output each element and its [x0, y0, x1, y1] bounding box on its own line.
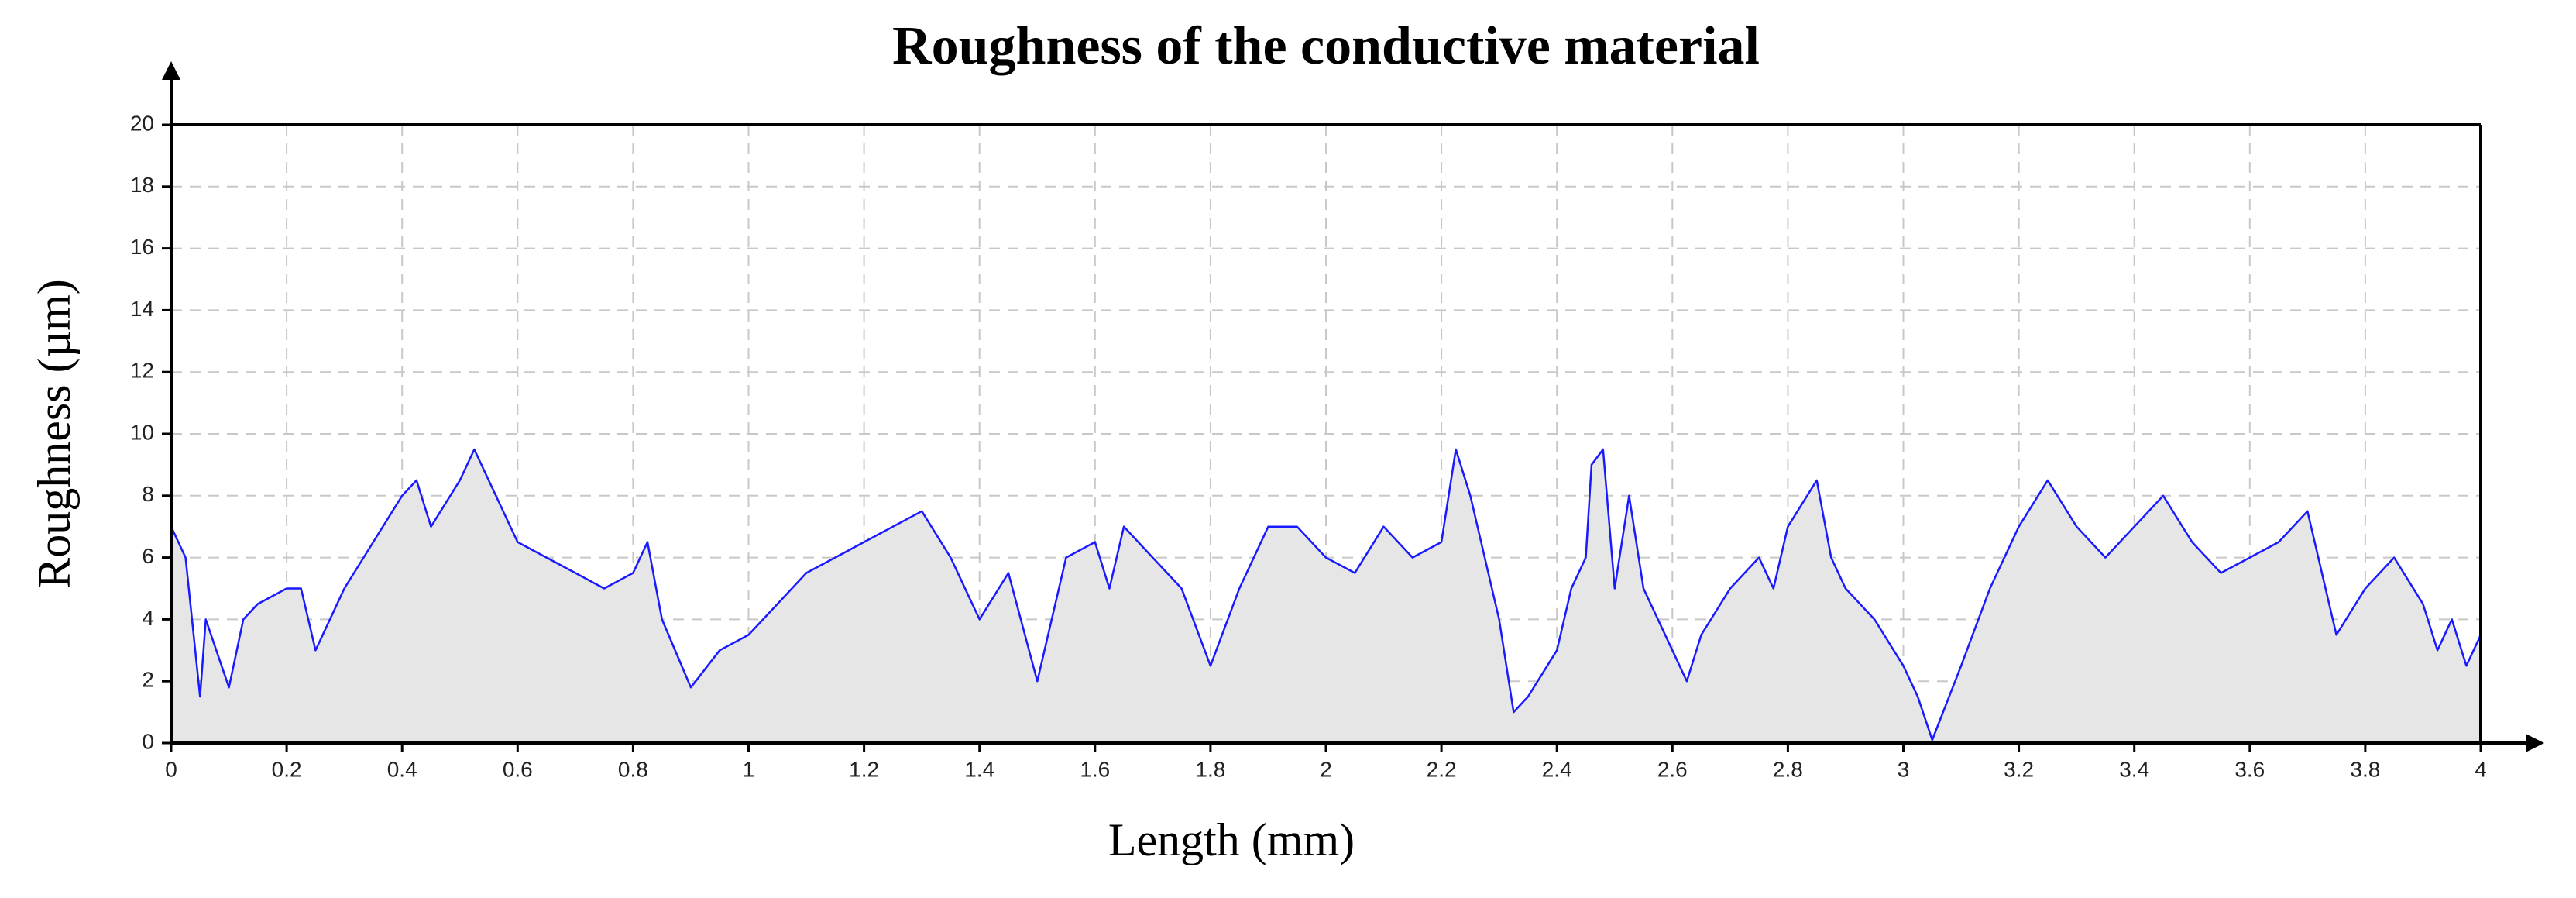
- series-line: [170, 448, 2482, 741]
- x-tick-label: 1: [743, 757, 755, 781]
- x-tick-label: 1.4: [964, 757, 994, 781]
- y-tick-label: 8: [142, 482, 154, 506]
- y-tick-label: 16: [130, 235, 154, 259]
- axes: 0 2 4 6 8 10 12 14 16 18 20 0 0.2 0.4 0.6 0.8 1 1.2 1.4 1.6…: [130, 61, 2544, 781]
- x-tick-label: 0.8: [618, 757, 648, 781]
- x-tick-label: 2.2: [1427, 757, 1457, 781]
- y-tick-label: 20: [130, 111, 154, 135]
- x-tick-label: 2.8: [1773, 757, 1803, 781]
- y-tick-label: 18: [130, 173, 154, 197]
- y-tick-label: 12: [130, 359, 154, 383]
- y-axis-label: Roughness (µm): [29, 279, 80, 589]
- x-tick-label: 0: [165, 757, 177, 781]
- x-tick-label: 4: [2475, 757, 2487, 781]
- x-tick-label: 3: [1898, 757, 1910, 781]
- x-tick-label: 3.6: [2234, 757, 2265, 781]
- y-tick-label: 0: [142, 729, 154, 753]
- x-tick-label: 3.2: [2004, 757, 2034, 781]
- x-tick-label: 3.8: [2350, 757, 2380, 781]
- x-tick-label: 2.4: [1542, 757, 1572, 781]
- area-fill: [171, 449, 2481, 743]
- x-tick-label: 1.6: [1080, 757, 1110, 781]
- chart-title: Roughness of the conductive material: [892, 16, 1760, 76]
- x-tick-label: 3.4: [2119, 757, 2149, 781]
- plot-area: [170, 448, 2482, 743]
- y-tick-label: 6: [142, 544, 154, 568]
- x-axis-label: Length (mm): [1108, 814, 1355, 865]
- x-tick-label: 2.6: [1657, 757, 1688, 781]
- y-tick-label: 10: [130, 420, 154, 444]
- y-tick-label: 2: [142, 668, 154, 692]
- y-tick-label: 4: [142, 606, 154, 630]
- x-tick-label: 1.2: [849, 757, 879, 781]
- x-tick-label: 2: [1320, 757, 1332, 781]
- y-tick-label: 14: [130, 297, 154, 321]
- x-tick-label: 0.2: [272, 757, 302, 781]
- x-tick-label: 1.8: [1195, 757, 1225, 781]
- x-tick-label: 0.4: [387, 757, 417, 781]
- x-tick-label: 0.6: [503, 757, 533, 781]
